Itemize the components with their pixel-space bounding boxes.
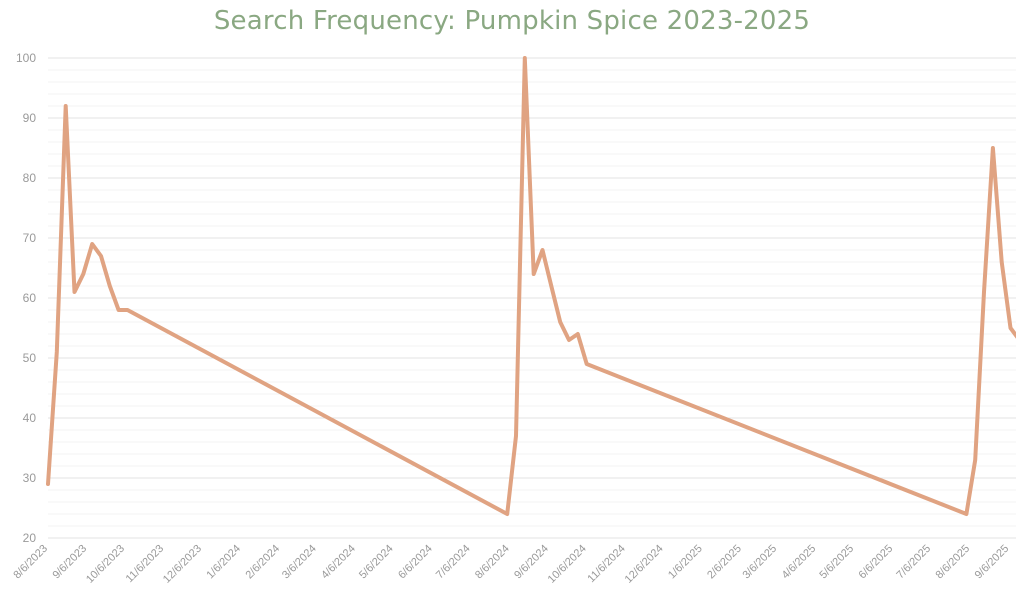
x-tick-label: 9/6/2025: [973, 543, 1012, 582]
x-tick-label: 6/6/2025: [857, 543, 896, 582]
x-tick-label: 8/6/2025: [934, 543, 973, 582]
x-tick-label: 10/6/2024: [546, 543, 589, 586]
x-tick-label: 9/6/2023: [50, 543, 89, 582]
x-tick-label: 11/6/2024: [585, 543, 628, 586]
y-tick-label: 60: [23, 291, 37, 305]
y-tick-label: 80: [23, 171, 37, 185]
x-tick-label: 8/6/2023: [11, 543, 50, 582]
x-tick-label: 9/6/2024: [512, 543, 551, 582]
series-layer: [46, 56, 1016, 516]
x-tick-label: 1/6/2024: [204, 543, 243, 582]
x-tick-label: 11/6/2023: [124, 543, 167, 586]
x-tick-label: 10/6/2023: [84, 543, 127, 586]
y-tick-label: 30: [23, 471, 37, 485]
x-axis-ticks: 8/6/2023 9/6/202310/6/202311/6/202312/6/2…: [11, 543, 1011, 586]
x-tick-label: 2/6/2024: [243, 543, 282, 582]
x-tick-label: 12/6/2024: [623, 543, 666, 586]
y-tick-label: 50: [23, 351, 37, 365]
y-axis-ticks: 20 30 40 50 60 70 80 90 100: [16, 51, 36, 545]
x-tick-label: 5/6/2025: [817, 543, 856, 582]
x-tick-label: 3/6/2024: [280, 543, 319, 582]
chart-title: Search Frequency: Pumpkin Spice 2023-202…: [213, 6, 811, 36]
x-tick-label: 5/6/2024: [357, 543, 396, 582]
x-tick-label: 7/6/2025: [894, 543, 933, 582]
grid-lines: [48, 57, 1016, 539]
y-tick-label: 40: [23, 411, 37, 425]
x-tick-label: 4/6/2024: [319, 543, 358, 582]
x-tick-label: 7/6/2024: [434, 543, 473, 582]
y-tick-label: 20: [23, 531, 37, 545]
x-tick-label: 1/6/2025: [666, 543, 705, 582]
x-tick-label: 4/6/2025: [780, 543, 819, 582]
x-tick-label: 2/6/2025: [705, 543, 744, 582]
x-tick-label: 8/6/2024: [473, 543, 512, 582]
y-tick-label: 100: [16, 51, 36, 65]
y-tick-label: 70: [23, 231, 37, 245]
series-line: [46, 56, 1016, 516]
y-tick-label: 90: [23, 111, 37, 125]
x-tick-label: 3/6/2025: [740, 543, 779, 582]
x-tick-label: 12/6/2023: [161, 543, 204, 586]
x-tick-label: 6/6/2024: [396, 543, 435, 582]
